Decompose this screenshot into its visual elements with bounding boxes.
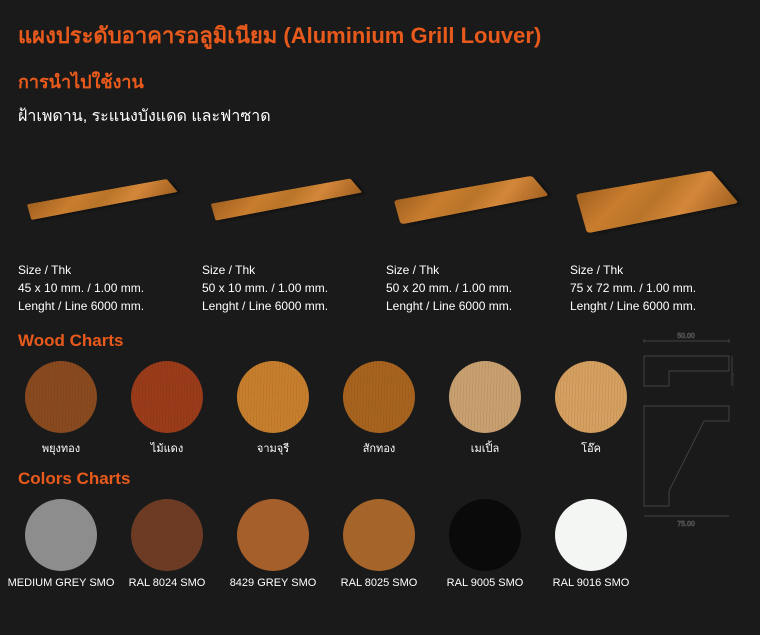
product-spec: Size / Thk 45 x 10 mm. / 1.00 mm. Lenght… (18, 261, 190, 315)
product-spec: Size / Thk 50 x 10 mm. / 1.00 mm. Lenght… (202, 261, 374, 315)
swatch-item: RAL 9016 SMO (548, 499, 634, 589)
product-spec: Size / Thk 50 x 20 mm. / 1.00 mm. Lenght… (386, 261, 558, 315)
usage-description: ฝ้าเพดาน, ระแนงบังแดด และฟาซาด (18, 104, 742, 129)
swatch-circle (25, 499, 97, 571)
swatch-circle (449, 361, 521, 433)
size-label: Size / Thk (18, 261, 190, 279)
dim-label-1: 50.00 (677, 333, 695, 340)
swatch-label: เมเปิ้ล (471, 439, 500, 457)
length-value: Lenght / Line 6000 mm. (386, 297, 558, 315)
product-image (570, 143, 742, 253)
swatch-label: RAL 9016 SMO (553, 577, 630, 589)
product-item: Size / Thk 45 x 10 mm. / 1.00 mm. Lenght… (18, 143, 190, 315)
product-grid: Size / Thk 45 x 10 mm. / 1.00 mm. Lenght… (18, 143, 742, 315)
swatch-label: MEDIUM GREY SMO (8, 577, 115, 589)
product-item: Size / Thk 50 x 10 mm. / 1.00 mm. Lenght… (202, 143, 374, 315)
swatch-label: พยุงทอง (42, 439, 80, 457)
swatch-item: โอ๊ค (548, 361, 634, 457)
product-image (386, 143, 558, 253)
swatch-circle (343, 361, 415, 433)
swatch-label: RAL 9005 SMO (447, 577, 524, 589)
swatch-circle (555, 361, 627, 433)
plank-illustration (211, 179, 362, 221)
length-value: Lenght / Line 6000 mm. (202, 297, 374, 315)
swatch-item: MEDIUM GREY SMO (18, 499, 104, 589)
usage-subtitle: การนำไปใช้งาน (18, 67, 742, 96)
size-label: Size / Thk (570, 261, 742, 279)
swatch-item: สักทอง (336, 361, 422, 457)
swatch-label: RAL 8025 SMO (341, 577, 418, 589)
page-title: แผงประดับอาคารอลูมิเนียม (Aluminium Gril… (18, 18, 742, 53)
product-spec: Size / Thk 75 x 72 mm. / 1.00 mm. Lenght… (570, 261, 742, 315)
swatch-item: ไม้แดง (124, 361, 210, 457)
length-value: Lenght / Line 6000 mm. (570, 297, 742, 315)
swatch-circle (131, 499, 203, 571)
swatch-circle (25, 361, 97, 433)
swatch-circle (555, 499, 627, 571)
swatch-label: จามจุรี (257, 439, 289, 457)
swatch-label: RAL 8024 SMO (129, 577, 206, 589)
swatch-circle (237, 361, 309, 433)
dim-label-3: 75.00 (677, 521, 695, 528)
plank-illustration (576, 170, 739, 233)
swatch-item: RAL 8025 SMO (336, 499, 422, 589)
swatch-circle (343, 499, 415, 571)
length-value: Lenght / Line 6000 mm. (18, 297, 190, 315)
swatch-item: จามจุรี (230, 361, 316, 457)
size-value: 50 x 10 mm. / 1.00 mm. (202, 279, 374, 297)
swatch-item: พยุงทอง (18, 361, 104, 457)
swatch-label: สักทอง (363, 439, 396, 457)
swatch-label: โอ๊ค (581, 439, 601, 457)
size-label: Size / Thk (202, 261, 374, 279)
product-item: Size / Thk 50 x 20 mm. / 1.00 mm. Lenght… (386, 143, 558, 315)
product-image (202, 143, 374, 253)
size-value: 75 x 72 mm. / 1.00 mm. (570, 279, 742, 297)
size-value: 50 x 20 mm. / 1.00 mm. (386, 279, 558, 297)
swatch-item: 8429 GREY SMO (230, 499, 316, 589)
size-value: 45 x 10 mm. / 1.00 mm. (18, 279, 190, 297)
swatch-circle (131, 361, 203, 433)
swatch-item: RAL 8024 SMO (124, 499, 210, 589)
plank-illustration (27, 179, 178, 220)
product-item: Size / Thk 75 x 72 mm. / 1.00 mm. Lenght… (570, 143, 742, 315)
product-image (18, 143, 190, 253)
swatch-label: ไม้แดง (151, 439, 183, 457)
swatch-circle (237, 499, 309, 571)
swatch-item: RAL 9005 SMO (442, 499, 528, 589)
swatch-label: 8429 GREY SMO (230, 577, 317, 589)
dim-label-2: 20.00 (732, 373, 734, 391)
dimension-diagram: 50.00 20.00 75.00 (634, 331, 734, 531)
size-label: Size / Thk (386, 261, 558, 279)
plank-illustration (394, 176, 549, 225)
swatch-item: เมเปิ้ล (442, 361, 528, 457)
swatch-circle (449, 499, 521, 571)
